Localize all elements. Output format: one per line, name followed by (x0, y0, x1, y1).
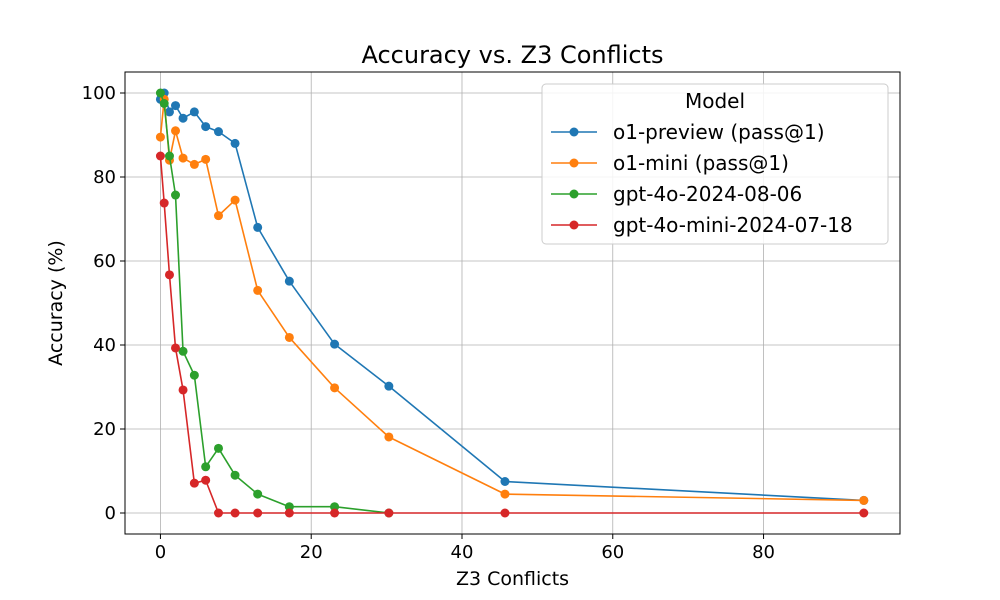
data-point (859, 495, 869, 505)
data-point (330, 502, 340, 512)
legend: Model o1-preview (pass@1) o1-mini (pass@1… (541, 83, 889, 245)
data-point (159, 198, 169, 208)
x-tick-label: 60 (601, 542, 624, 563)
y-tick-label: 40 (93, 335, 116, 356)
data-point (171, 343, 181, 353)
legend-marker (569, 158, 579, 168)
data-point (178, 153, 188, 163)
x-tick-label: 20 (300, 542, 323, 563)
axis-ticks: 0 20 40 60 80 0 20 40 60 80 100 (82, 83, 775, 563)
x-tick-label: 80 (752, 542, 775, 563)
data-point (253, 222, 263, 232)
data-point (164, 270, 174, 280)
data-point (230, 508, 240, 518)
legend-title: Model (685, 89, 745, 113)
legend-label: o1-preview (pass@1) (613, 120, 825, 144)
data-point (178, 346, 188, 356)
data-point (155, 132, 165, 142)
data-point (155, 88, 165, 98)
data-point (330, 339, 340, 349)
data-point (230, 195, 240, 205)
data-point (171, 101, 181, 111)
data-point (330, 383, 340, 393)
data-point (384, 508, 394, 518)
y-tick-label: 80 (93, 167, 116, 188)
y-axis-label: Accuracy (%) (45, 240, 67, 366)
data-point (201, 154, 211, 164)
data-point (284, 502, 294, 512)
data-point (171, 126, 181, 136)
data-point (384, 381, 394, 391)
x-axis-label: Z3 Conflicts (456, 568, 569, 590)
plot-series (155, 88, 869, 518)
data-point (253, 489, 263, 499)
data-point (213, 127, 223, 137)
data-point (284, 276, 294, 286)
data-point (171, 190, 181, 200)
legend-label: gpt-4o-mini-2024-07-18 (613, 213, 853, 237)
data-point (189, 478, 199, 488)
data-point (189, 107, 199, 117)
data-point (230, 470, 240, 480)
y-tick-label: 0 (105, 503, 116, 524)
data-point (213, 211, 223, 221)
data-point (284, 508, 294, 518)
data-point (164, 107, 174, 117)
legend-marker (569, 189, 579, 199)
legend-label: o1-mini (pass@1) (613, 151, 789, 175)
data-point (230, 138, 240, 148)
data-point (500, 489, 510, 499)
legend-marker (569, 220, 579, 230)
plot-frame (124, 71, 901, 535)
data-point (859, 508, 869, 518)
chart-title: Accuracy vs. Z3 Conflicts (361, 41, 663, 69)
data-point (213, 508, 223, 518)
data-point (178, 113, 188, 123)
y-tick-label: 20 (93, 419, 116, 440)
y-tick-label: 100 (82, 83, 116, 104)
data-point (253, 285, 263, 295)
data-point (284, 332, 294, 342)
x-tick-label: 0 (155, 542, 166, 563)
data-point (500, 508, 510, 518)
x-tick-label: 40 (451, 542, 474, 563)
data-point (201, 122, 211, 132)
data-point (155, 151, 165, 161)
data-point (500, 477, 510, 486)
legend-marker (569, 127, 579, 137)
data-point (213, 443, 223, 453)
data-point (178, 385, 188, 395)
legend-box (541, 83, 889, 245)
data-point (253, 508, 263, 518)
data-point (201, 462, 211, 472)
legend-label: gpt-4o-2024-08-06 (613, 182, 802, 206)
series-3 (155, 151, 869, 518)
data-point (164, 151, 174, 161)
data-point (189, 370, 199, 380)
data-point (201, 475, 211, 485)
data-point (330, 508, 340, 518)
data-point (384, 432, 394, 442)
data-point (189, 159, 199, 169)
data-point (159, 99, 169, 108)
y-tick-label: 60 (93, 251, 116, 272)
